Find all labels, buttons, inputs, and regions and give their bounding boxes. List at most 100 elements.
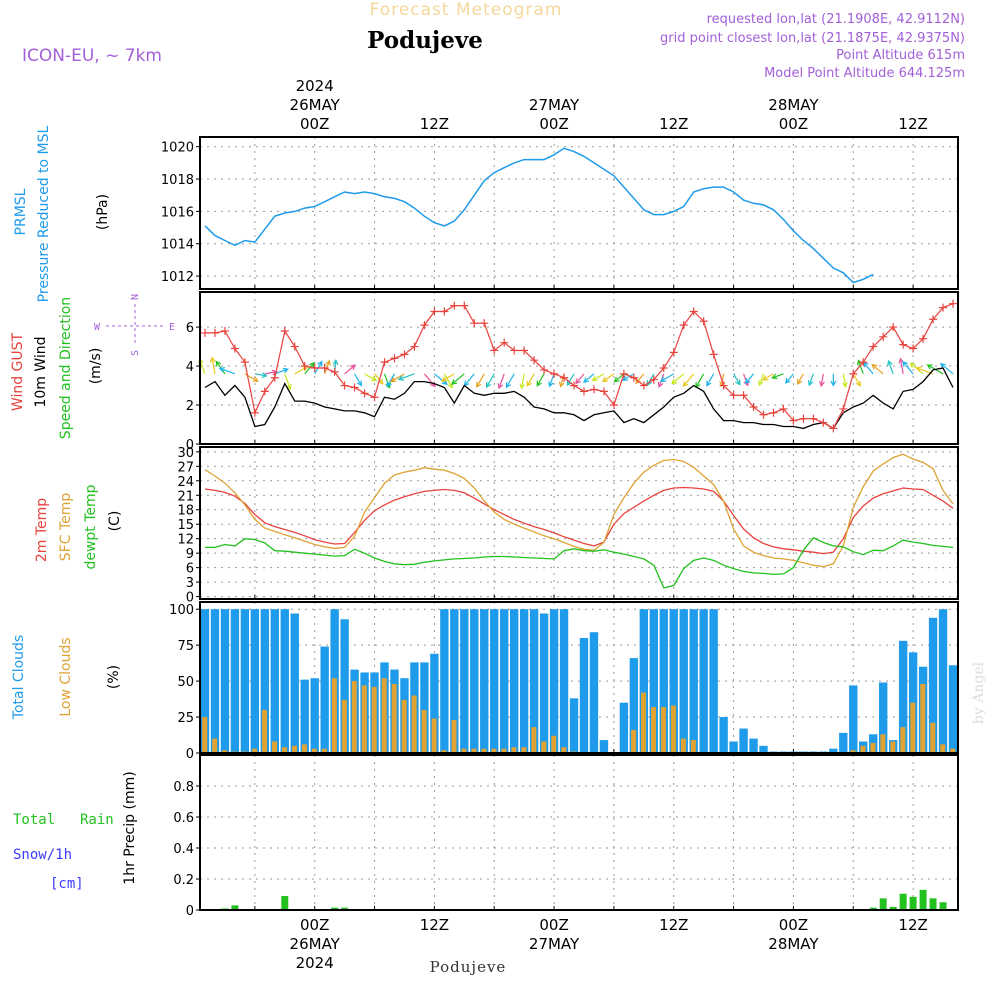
total-cloud-bar (210, 609, 220, 753)
chart-subtitle: Forecast Meteogram (370, 0, 563, 20)
total-cloud-bar (739, 728, 748, 753)
gust-marker (759, 410, 768, 419)
wind-arrow (745, 373, 754, 384)
total-cloud-bar (569, 698, 579, 753)
low-cloud-bar (441, 750, 447, 753)
total-cloud-bar (639, 609, 649, 753)
wind-arrow (274, 368, 288, 375)
compass-w-label: W (94, 322, 101, 333)
wind-arrow (602, 373, 615, 383)
total-cloud-bar (629, 658, 639, 753)
temperature-frame (199, 446, 959, 600)
wind-arrow (398, 373, 415, 381)
gust-marker (510, 346, 519, 355)
wind-gust-label: Wind GUST (10, 332, 26, 411)
low-cloud-bar (311, 748, 317, 753)
wind-arrow-head (519, 383, 526, 390)
low-cloud-bar (541, 741, 547, 753)
wind-arrow-head (451, 379, 458, 385)
wind-arrow (785, 373, 794, 384)
wind-arrow-head (926, 364, 933, 370)
rain-bar (231, 905, 239, 910)
gust-marker (639, 381, 648, 390)
wind-arrow-head (657, 381, 664, 388)
wind-gust-line (205, 303, 954, 430)
wind-arrow (852, 373, 861, 387)
prmsl-label: PRMSL (13, 188, 29, 235)
gust-marker (530, 356, 539, 365)
gust-marker (899, 340, 908, 349)
pressure-unit-label: (hPa) (95, 194, 111, 230)
y-tick-label: 27 (177, 460, 194, 475)
y-tick-label: 0 (186, 904, 194, 919)
low-cloud-bar (651, 706, 656, 753)
wind-arrow (451, 373, 465, 385)
wind-arrow (390, 373, 405, 382)
wind-arrow (899, 358, 904, 374)
gust-marker (410, 342, 419, 351)
wind-arrow-head (397, 375, 405, 381)
low-cloud-bar (212, 738, 218, 753)
top-axis-label: 12Z (659, 115, 688, 133)
total-cloud-bar (879, 682, 888, 753)
gust-marker (200, 328, 209, 337)
low-cloud-bar (301, 744, 307, 753)
total-cloud-bar (649, 609, 658, 753)
gust-marker (809, 414, 818, 423)
wind-arrow (443, 373, 453, 388)
wind-arrow-head (325, 359, 331, 366)
low-cloud-bar (930, 722, 936, 753)
low-cloud-bar (860, 745, 866, 753)
wind-arrow (264, 371, 277, 375)
gust-marker (450, 301, 459, 310)
low-cloud-bar (461, 748, 467, 753)
gust-marker (799, 414, 808, 423)
low-cloud-bar (631, 729, 637, 753)
temp-dewpt-label: dewpt Temp (83, 484, 99, 569)
low-cloud-bar (371, 686, 377, 753)
temp-sfc-line (204, 453, 954, 568)
wind-arrow (808, 373, 814, 386)
gust-marker (300, 362, 309, 371)
total-cloud-bar (689, 609, 698, 753)
wind-arrow-head (261, 372, 268, 379)
wind-frame (199, 291, 959, 445)
gust-marker (659, 364, 668, 372)
low-cloud-bar (202, 717, 208, 753)
compass-rose-icon: N S W E (94, 294, 175, 356)
wind-arrow (863, 361, 874, 375)
wind-unit-label: (m/s) (88, 348, 104, 385)
gust-marker (460, 301, 469, 310)
snow-label: Snow/1h (13, 847, 72, 863)
total-cloud-bar (719, 717, 728, 753)
gust-marker (589, 385, 598, 394)
wind-arrow (324, 360, 330, 375)
wind-arrow-head (682, 381, 689, 388)
wind-arrow-head (842, 381, 848, 389)
total-cloud-bar (430, 653, 439, 753)
gust-marker (929, 315, 938, 324)
gust-marker (260, 387, 269, 396)
gust-marker (320, 364, 329, 372)
rain-bar (889, 906, 897, 910)
wind-arrow (423, 373, 436, 387)
pressure-panel: 1012 1014 1016 1018 1020 (161, 136, 959, 290)
total-cloud-bar (230, 609, 240, 753)
wind-arrow (671, 373, 685, 385)
y-tick-label: 3 (186, 576, 194, 591)
y-tick-label: 0.2 (173, 873, 194, 888)
footer-location: Podujeve (430, 958, 507, 976)
low-cloud-bar (401, 699, 407, 753)
watermark: by Angel (971, 661, 987, 724)
y-tick-label: 21 (177, 489, 194, 504)
y-tick-label: 50 (177, 675, 194, 690)
gust-marker (949, 299, 958, 308)
bottom-axis-label: 12Z (898, 916, 927, 934)
low-cloud-bar (321, 748, 327, 753)
gust-marker (879, 332, 888, 341)
wind-arrow (743, 373, 749, 386)
wind-arrow-head (601, 376, 608, 383)
